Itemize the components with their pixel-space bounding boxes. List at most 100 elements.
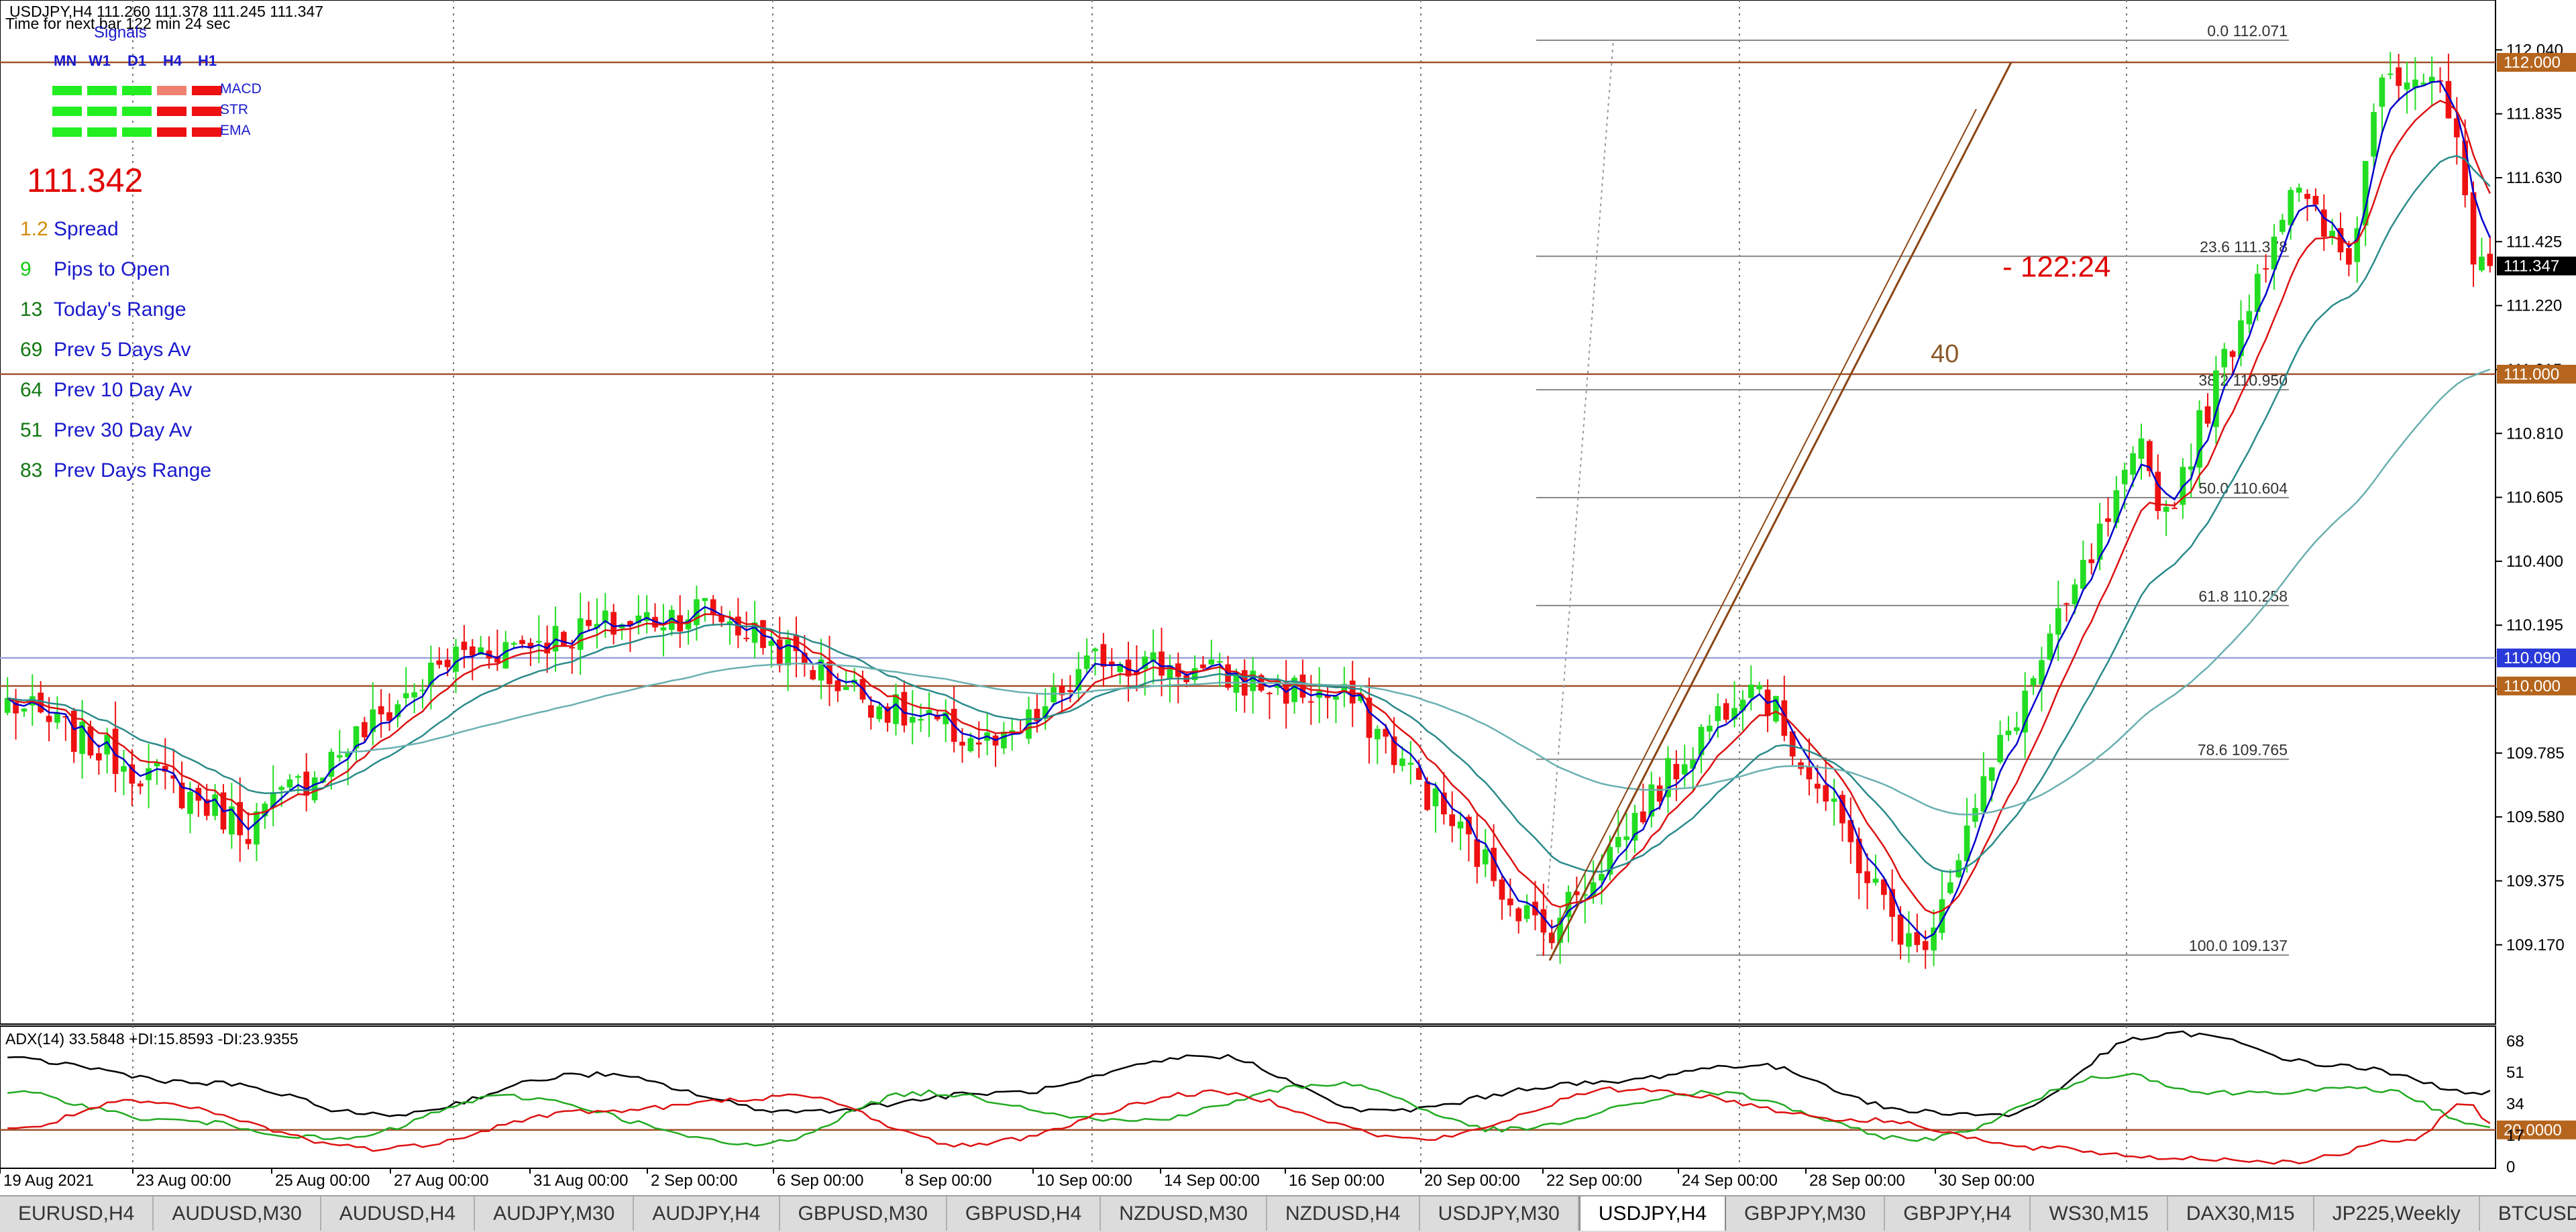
candle-body [303, 771, 310, 796]
chart-tab[interactable]: DAX30,M15 [2168, 1196, 2314, 1231]
candle [1872, 854, 1879, 886]
candle-body [2113, 490, 2120, 523]
main-pane-border [0, 0, 2496, 1025]
time-tick-label: 6 Sep 00:00 [777, 1172, 863, 1190]
candle [2213, 355, 2219, 444]
candle-body [137, 783, 144, 787]
candle [594, 598, 600, 649]
chart-tab[interactable]: GBPUSD,M30 [780, 1196, 947, 1231]
candle-body [1067, 689, 1073, 692]
chart-tab[interactable]: USDJPY,H4 [1578, 1196, 1727, 1231]
candle [2428, 56, 2435, 105]
candle-body [1391, 736, 1397, 765]
candle [1449, 791, 1456, 842]
candle [286, 774, 293, 791]
chart-tab[interactable]: NZDUSD,H4 [1267, 1196, 1420, 1231]
candle [1125, 641, 1132, 702]
candle [1972, 793, 1978, 828]
candle-body [743, 637, 750, 639]
candle [2271, 224, 2277, 290]
chart-tab[interactable]: AUDJPY,M30 [475, 1196, 635, 1231]
candle [2379, 74, 2385, 133]
candle-body [1756, 685, 1762, 689]
adx-indicator-pane[interactable]: ADX(14) 33.5848 +DI:15.8593 -DI:23.9355 2… [0, 1030, 2576, 1176]
adx-series-line [7, 1072, 2491, 1147]
signal-cell [157, 86, 186, 95]
candle-body [1648, 784, 1655, 817]
candle [643, 595, 650, 634]
chart-tab[interactable]: GBPJPY,H4 [1885, 1196, 2031, 1231]
candle-body [1267, 693, 1273, 695]
time-tick-label: 20 Sep 00:00 [1424, 1172, 1520, 1190]
candle [1142, 651, 1148, 696]
candle-body [1415, 768, 1422, 780]
candle-body [2030, 678, 2037, 685]
candle [469, 638, 476, 681]
candle-body [1108, 661, 1115, 666]
ema-line [7, 154, 2491, 873]
candle [2014, 712, 2020, 735]
candle [751, 601, 758, 659]
candle-body [1773, 695, 1779, 722]
candle-body [1009, 730, 1016, 732]
candle-body [2221, 349, 2228, 368]
fib-label: 100.0 109.137 [2189, 937, 2288, 954]
chart-tab[interactable]: GBPUSD,H4 [947, 1196, 1102, 1231]
candle-body [245, 839, 252, 844]
chart-grid [0, 0, 2496, 1169]
bar-countdown: - 122:24 [2002, 251, 2110, 284]
signal-cell [87, 86, 117, 95]
candle-body [2271, 236, 2277, 270]
candle [1415, 759, 1422, 781]
candle-body [802, 653, 808, 665]
candle [668, 605, 675, 636]
signal-timeframe-w1: W1 [89, 52, 111, 69]
candle-body [21, 708, 28, 712]
candle-body [1324, 695, 1331, 698]
candle-body [2346, 247, 2352, 265]
candle [2022, 672, 2029, 759]
chart-tab[interactable]: EURUSD,H4 [0, 1196, 154, 1231]
candle-body [843, 687, 849, 690]
chart-tab[interactable]: NZDUSD,M30 [1101, 1196, 1267, 1231]
chart-tab[interactable]: AUDJPY,H4 [634, 1196, 780, 1231]
candle [402, 667, 409, 707]
candle-body [70, 710, 77, 752]
signal-cell [87, 127, 117, 137]
chart-tab[interactable]: JP225,Weekly [2314, 1196, 2480, 1231]
candle [229, 783, 235, 849]
info-row-label: Prev 10 Day Av [54, 379, 193, 401]
candle-body [2404, 82, 2410, 90]
chart-tab[interactable]: AUDUSD,M30 [154, 1196, 321, 1231]
candle [610, 604, 617, 645]
candle [1482, 829, 1489, 878]
chart-tab[interactable]: USDJPY,M30 [1420, 1196, 1579, 1231]
level-price-box [2497, 649, 2576, 668]
candle [1631, 804, 1638, 854]
candle [2204, 393, 2211, 428]
candle-body [104, 734, 111, 754]
candle-body [967, 738, 974, 752]
signal-cell [87, 107, 117, 116]
candle [245, 811, 252, 850]
candle-body [2171, 508, 2178, 510]
candle [2279, 213, 2286, 235]
candle [1108, 648, 1115, 677]
candle-body [776, 639, 783, 666]
candle-body [884, 706, 891, 723]
candlesticks[interactable] [4, 52, 2493, 969]
chart-tab[interactable]: GBPJPY,M30 [1726, 1196, 1886, 1231]
chart-tab[interactable]: WS30,M15 [2031, 1196, 2168, 1231]
candle-body [1349, 680, 1356, 704]
candle [1673, 750, 1680, 801]
candle [1457, 811, 1464, 850]
candle-body [519, 640, 525, 645]
chart-tab[interactable]: AUDUSD,H4 [321, 1196, 476, 1231]
chart-tab[interactable]: BTCUSD,Daily [2480, 1196, 2576, 1231]
candle-body [1698, 726, 1705, 755]
trendlines[interactable] [1548, 62, 2012, 961]
candle-body [1208, 659, 1215, 665]
ema-line [339, 368, 2491, 816]
